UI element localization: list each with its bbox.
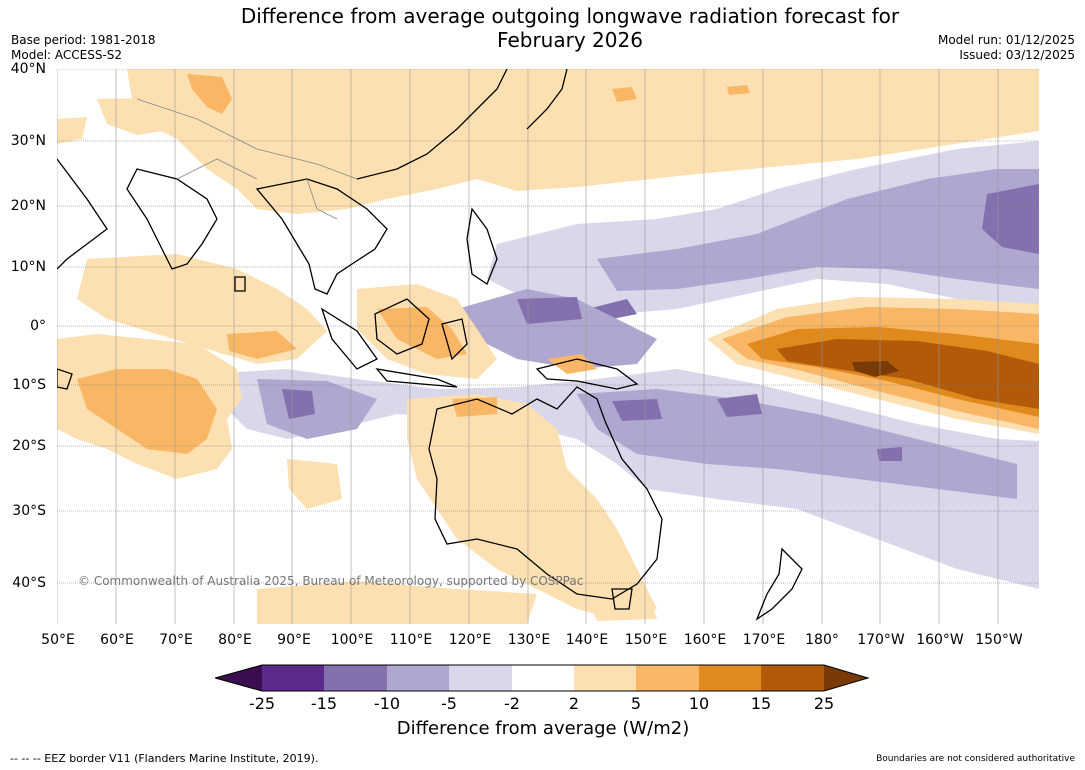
new-guinea-coast: [535, 358, 639, 390]
lon-label: 100°E: [330, 632, 374, 648]
base-period: Base period: 1981-2018: [11, 33, 156, 47]
mainland-se-asia-coast: [255, 178, 388, 295]
title-line-1: Difference from average outgoing longwav…: [240, 4, 900, 28]
arabia-africa-coast: [57, 158, 108, 270]
colorbar-tick: -5: [441, 694, 457, 713]
colorbar-tick: 10: [688, 694, 710, 713]
lon-label: 110°E: [389, 632, 433, 648]
lat-label: 10°S: [12, 377, 46, 393]
positive-anomaly-north-strong: [187, 74, 750, 114]
madagascar-coast: [57, 368, 73, 390]
colorbar-max-arrow: [824, 665, 868, 691]
colorbar-tick: 5: [630, 694, 642, 713]
positive-anomaly-indian-strong: [77, 307, 597, 454]
model-run: Model run: 01/12/2025: [937, 33, 1075, 47]
lat-label: 20°S: [12, 438, 46, 454]
colorbar-tick: -10: [373, 694, 401, 713]
lat-label: 30°S: [12, 503, 46, 519]
australia-coast: [428, 386, 663, 600]
lon-label: 80°E: [218, 632, 252, 648]
new-zealand-coast: [755, 547, 803, 621]
lon-label: 90°E: [277, 632, 311, 648]
lon-label: 180°: [805, 632, 839, 648]
model-name: Model: ACCESS-S2: [11, 48, 123, 62]
meridians: [57, 69, 999, 624]
graticule: [57, 69, 1039, 584]
chart-title: Difference from average outgoing longwav…: [0, 4, 1085, 52]
colorbar-bin: [262, 665, 324, 691]
eez-note: -- -- -- EEZ border V11 (Flanders Marine…: [10, 752, 319, 765]
colorbar-bin: [761, 665, 824, 691]
lat-label: 40°S: [12, 575, 46, 591]
colorbar-bin: [574, 665, 636, 691]
boundary-note: Boundaries are not considered authoritat…: [876, 754, 1075, 764]
lon-label: 50°E: [41, 632, 75, 648]
copyright-notice: © Commonwealth of Australia 2025, Bureau…: [78, 574, 584, 588]
china-coast: [356, 69, 508, 180]
lon-label: 70°E: [159, 632, 193, 648]
colorbar-bin: [636, 665, 699, 691]
colorbar-min-arrow: [215, 665, 262, 691]
positive-anomaly-north: [57, 69, 1039, 214]
lat-label: 0°: [30, 318, 46, 334]
philippines-coast: [466, 207, 498, 285]
sri-lanka-coast: [234, 276, 246, 292]
sulawesi-coast: [441, 318, 468, 361]
lon-label: 170°W: [857, 632, 905, 648]
lon-label: 140°E: [565, 632, 609, 648]
map-area: [57, 69, 1039, 624]
borneo-coast: [374, 298, 430, 355]
lon-label: 60°E: [100, 632, 134, 648]
lat-label: 20°N: [10, 198, 46, 214]
title-line-2: February 2026: [497, 28, 643, 52]
colorbar: [215, 664, 870, 692]
lat-label: 40°N: [10, 61, 46, 77]
negative-anomaly-nwpacific-mid: [597, 169, 1039, 291]
colorbar-tick: -2: [504, 694, 520, 713]
issued-date: Issued: 03/12/2025: [959, 48, 1075, 62]
colorbar-bin: [324, 665, 387, 691]
colorbar-label: Difference from average (W/m2): [396, 718, 690, 739]
tasmania-coast: [611, 588, 633, 610]
india-coast: [126, 168, 218, 270]
colorbar-tick: 15: [750, 694, 772, 713]
colorbar-tick: 25: [813, 694, 835, 713]
positive-anomaly-eq-pacific-4: [777, 339, 1039, 409]
lon-label: 130°E: [507, 632, 551, 648]
java-coast: [375, 368, 458, 388]
negative-anomaly-south-strong: [282, 297, 902, 461]
colorbar-tick: -25: [248, 694, 276, 713]
positive-anomaly-eq-pacific-peak: [852, 361, 899, 377]
country-borders: [136, 98, 358, 220]
lat-label: 30°N: [10, 133, 46, 149]
lon-label: 160°W: [916, 632, 964, 648]
coastlines: [57, 69, 803, 621]
lat-label: 10°N: [10, 259, 46, 275]
lon-label: 120°E: [448, 632, 492, 648]
colorbar-tick: -15: [310, 694, 338, 713]
colorbar-tick: 2: [568, 694, 580, 713]
sumatra-coast: [320, 307, 378, 370]
japan-coast: [526, 69, 568, 130]
lon-label: 150°E: [624, 632, 668, 648]
lon-label: 150°W: [975, 632, 1023, 648]
colorbar-bin: [387, 665, 449, 691]
colorbar-outline: [215, 664, 870, 692]
lon-label: 160°E: [683, 632, 727, 648]
colorbar-bin: [699, 665, 761, 691]
colorbar-bin: [512, 665, 574, 691]
lon-label: 170°E: [742, 632, 786, 648]
colorbar-bin: [449, 665, 512, 691]
